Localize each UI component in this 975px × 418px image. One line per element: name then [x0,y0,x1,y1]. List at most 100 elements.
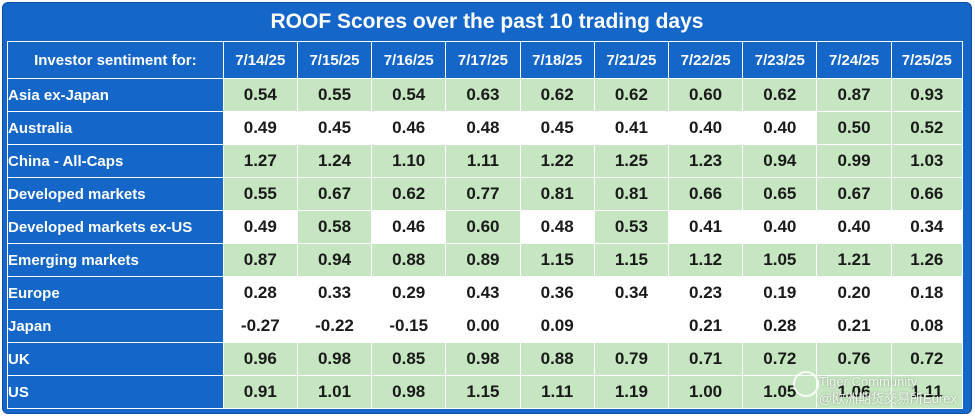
table-row: Emerging markets 0.87 0.94 0.88 0.89 1.15 1.15… [7,243,964,277]
score-cell: 0.81 [593,177,669,211]
table-title: ROOF Scores over the past 10 trading day… [270,10,704,33]
score-cell: 0.54 [222,78,298,112]
score-cell: 0.62 [519,78,595,112]
score-cell: 0.67 [296,177,373,211]
score-cell: 0.23 [667,276,744,310]
score-cell: 0.54 [371,78,447,112]
table-row: UK 0.96 0.98 0.85 0.98 0.88 0.79 0.71 0.72 0.76 0.… [7,342,964,376]
score-cell: 0.77 [445,177,521,211]
watermark-line1: Tiger Community [818,374,918,389]
date-column-header: 7/15/25 [296,41,373,79]
roof-scores-table: Investor sentiment for: 7/14/25 7/15/25 … [7,41,964,409]
score-cell: 0.36 [519,276,595,310]
score-cell: 0.45 [296,111,373,145]
score-cell: 0.41 [593,111,669,145]
score-cell: 0.28 [222,276,298,310]
score-cell: 0.66 [890,177,964,211]
row-label: Developed markets [7,177,224,211]
score-cell: 1.12 [667,243,744,277]
score-cell: 0.76 [816,342,892,376]
row-label: UK [7,342,224,376]
row-label: Europe [7,276,224,310]
score-cell: 1.25 [593,144,669,178]
row-label: Developed markets ex-US [7,210,224,244]
score-cell: 0.87 [222,243,298,277]
score-cell: 0.53 [593,210,669,244]
row-header-label: Investor sentiment for: [7,41,224,79]
score-cell: 0.65 [742,177,818,211]
score-cell: 1.11 [890,375,964,409]
row-label: Japan [7,309,224,343]
date-column-header: 7/21/25 [593,41,669,79]
score-cell: 0.62 [593,78,669,112]
score-cell: 0.52 [890,111,964,145]
score-cell: 0.50 [816,111,892,145]
score-cell: 0.48 [519,210,595,244]
row-label: Emerging markets [7,243,224,277]
score-cell: 0.66 [667,177,744,211]
table-row: Asia ex-Japan 0.54 0.55 0.54 0.63 0.62 0.62 0.6… [7,78,964,112]
score-cell: 0.33 [296,276,373,310]
score-cell: 0.41 [667,210,744,244]
score-cell: 1.00 [667,375,744,409]
score-cell: 0.09 [519,309,595,343]
score-cell: 1.03 [890,144,964,178]
score-cell: 0.89 [445,243,521,277]
score-cell: 0.48 [445,111,521,145]
score-cell: 0.98 [371,375,447,409]
score-cell: 1.24 [296,144,373,178]
date-column-header: 7/22/25 [667,41,744,79]
score-cell: 0.18 [890,276,964,310]
score-cell: 0.72 [890,342,964,376]
score-cell: 0.43 [445,276,521,310]
score-cell: 0.49 [222,111,298,145]
score-cell: 0.29 [371,276,447,310]
score-cell: 1.11 [445,144,521,178]
score-cell: 1.23 [667,144,744,178]
row-label: Australia [7,111,224,145]
score-cell: 1.19 [593,375,669,409]
score-cell: 1.01 [296,375,373,409]
score-cell: 0.88 [519,342,595,376]
score-cell: 1.05 [742,243,818,277]
score-cell: 0.40 [742,210,818,244]
score-cell: 0.19 [742,276,818,310]
score-cell: 0.67 [816,177,892,211]
score-cell: 0.91 [222,375,298,409]
score-cell: 0.62 [742,78,818,112]
score-cell: 0.46 [371,210,447,244]
score-cell: 0.62 [371,177,447,211]
score-cell: 0.79 [593,342,669,376]
table-row: Developed markets ex-US 0.49 0.58 0.46 0.60 0… [7,210,964,244]
score-cell: 0.93 [890,78,964,112]
table-row: Australia 0.49 0.45 0.46 0.48 0.45 0.41 0.40 0.4… [7,111,964,145]
score-cell: 0.99 [816,144,892,178]
score-cell: 1.26 [890,243,964,277]
row-label: China - All-Caps [7,144,224,178]
score-cell [593,309,669,343]
score-cell: 0.49 [222,210,298,244]
date-column-header: 7/16/25 [371,41,447,79]
tiger-logo-icon [792,371,819,397]
watermark-line2: @欧洲期货交易所Eurex [818,391,957,406]
score-cell: 0.40 [816,210,892,244]
score-cell: 0.94 [742,144,818,178]
score-cell: 1.22 [519,144,595,178]
score-cell: 0.21 [667,309,744,343]
score-cell: 0.85 [371,342,447,376]
score-cell: 1.27 [222,144,298,178]
score-cell: 0.60 [445,210,521,244]
score-cell: 0.88 [371,243,447,277]
score-cell: 0.08 [890,309,964,343]
score-cell: 0.98 [445,342,521,376]
score-cell: 1.10 [371,144,447,178]
score-cell: 0.71 [667,342,744,376]
table-row: Japan -0.27 -0.22 -0.15 0.00 0.09 0.21 0.28 0.21… [7,309,964,343]
score-cell: 0.00 [445,309,521,343]
score-cell: 0.34 [890,210,964,244]
date-column-header: 7/25/25 [890,41,964,79]
score-cell: 1.15 [593,243,669,277]
score-cell: 1.11 [519,375,595,409]
score-cell: 1.15 [445,375,521,409]
